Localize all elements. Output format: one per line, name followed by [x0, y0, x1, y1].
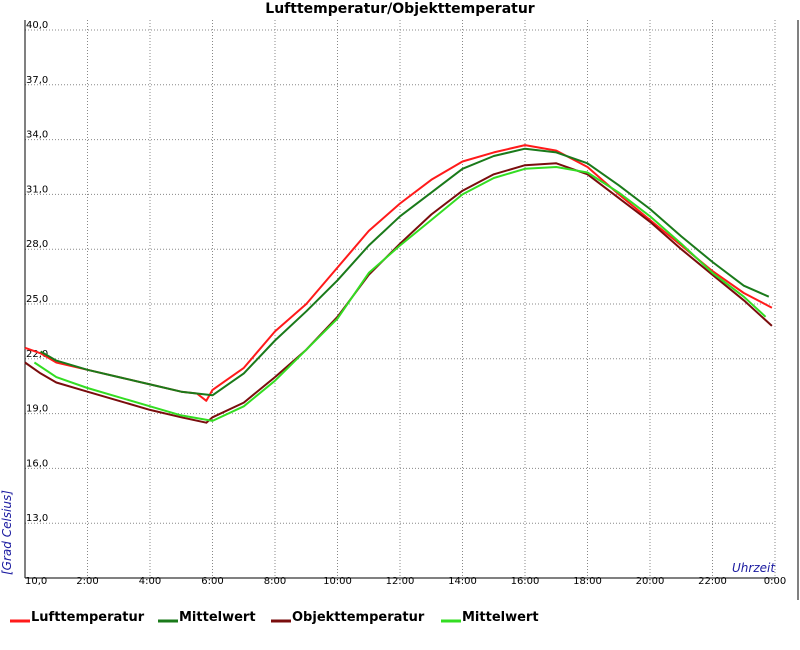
legend-label: Lufttemperatur	[31, 610, 145, 625]
y-tick-label: 22,0	[26, 349, 48, 360]
y-tick-label: 25,0	[26, 294, 48, 305]
x-axis-label: Uhrzeit	[732, 561, 776, 575]
x-tick-label: 10,0	[25, 576, 47, 587]
x-tick-label: 2:00	[76, 576, 98, 587]
legend-label: Mittelwert	[462, 610, 539, 625]
y-tick-label: 34,0	[26, 130, 48, 141]
chart-title: Lufttemperatur/Objekttemperatur	[265, 1, 535, 17]
x-tick-label: 16:00	[511, 576, 540, 587]
series-line-2	[40, 147, 770, 397]
x-tick-label: 14:00	[448, 576, 477, 587]
x-tick-label: 4:00	[139, 576, 161, 587]
series-lines	[24, 144, 773, 424]
y-tick-label: 28,0	[26, 239, 48, 250]
y-tick-label: 19,0	[26, 404, 48, 415]
legend-label: Objekttemperatur	[292, 610, 425, 625]
y-tick-label: 40,0	[26, 20, 48, 31]
series-line-3	[24, 162, 773, 424]
legend: Lufttemperatur Mittelwert Objekttemperatur…	[10, 610, 539, 625]
x-tick-label: 18:00	[573, 576, 602, 587]
x-tick-label: 6:00	[201, 576, 223, 587]
y-tick-label: 13,0	[26, 513, 48, 524]
x-tick-label: 20:00	[636, 576, 665, 587]
y-tick-label: 37,0	[26, 75, 48, 86]
x-tick-label: 12:00	[386, 576, 415, 587]
x-tick-labels: 10,0 2:00 4:00 6:00 8:00 10:00 12:00 14:00 16:00…	[25, 576, 786, 587]
y-axis-label: [Grad Celsius]	[0, 490, 14, 575]
legend-label: Mittelwert	[179, 610, 256, 625]
x-tick-label: 0:00	[764, 576, 786, 587]
axes	[24, 20, 799, 600]
y-tick-label: 31,0	[26, 184, 48, 195]
y-tick-label: 16,0	[26, 458, 48, 469]
x-tick-label: 22:00	[698, 576, 727, 587]
series-line-4	[33, 166, 767, 422]
x-tick-label: 10:00	[323, 576, 352, 587]
grid	[25, 20, 776, 578]
y-tick-labels: 40,0 37,0 34,0 31,0 28,0 25,0 22,0 19,0 16,0 13,0	[26, 20, 48, 524]
x-tick-label: 8:00	[264, 576, 286, 587]
